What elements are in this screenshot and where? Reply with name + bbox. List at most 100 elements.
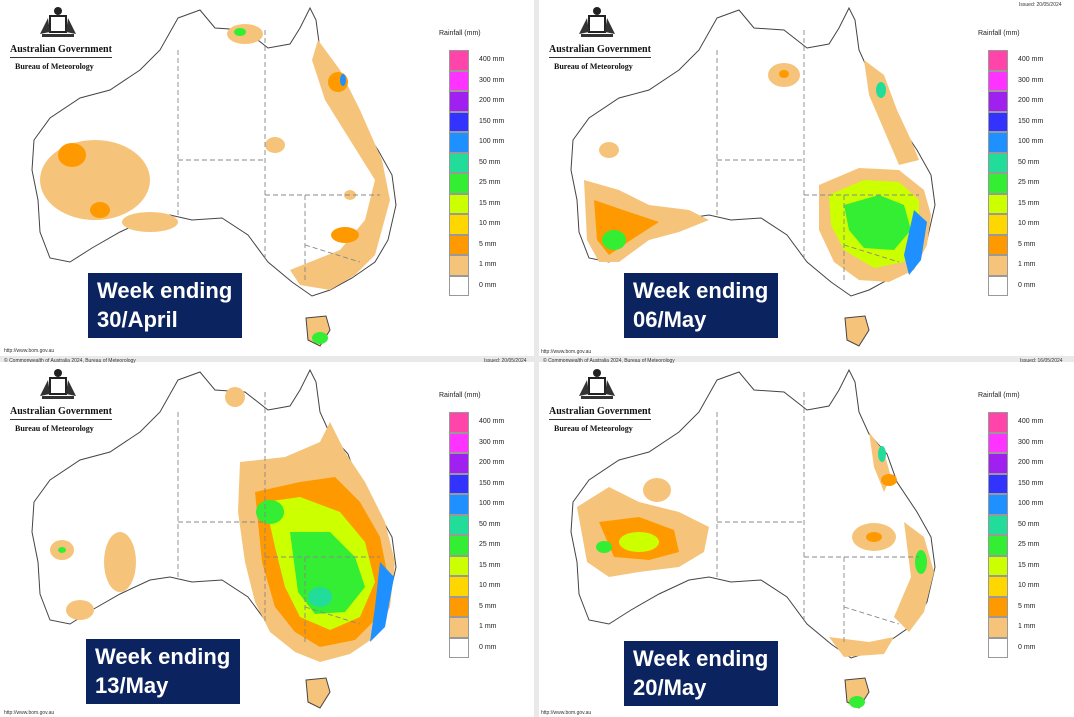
legend-label: 10 mm	[1018, 582, 1040, 589]
rainfall-legend: Rainfall (mm) 400 mm 300 mm 200 mm 150 mm 10…	[976, 30, 1071, 310]
legend-label: 150 mm	[1018, 117, 1044, 125]
coat-of-arms-icon	[579, 369, 615, 399]
legend-swatch	[988, 617, 1008, 638]
legend-label: 300 mm	[1018, 76, 1044, 84]
footer-issued: Issued: 20/05/2024	[484, 358, 527, 364]
week-label-date: 30/April	[97, 307, 178, 332]
coat-of-arms-icon	[579, 7, 615, 37]
legend-title: Rainfall (mm)	[439, 392, 481, 399]
legend-swatch	[988, 494, 1008, 515]
legend-label: 50 mm	[479, 158, 501, 166]
bom-logo: Australian Government Bureau of Meteorol…	[8, 368, 112, 434]
coat-of-arms-icon	[40, 7, 76, 37]
legend-swatch	[988, 234, 1008, 255]
legend-label: 25 mm	[479, 179, 501, 186]
legend-swatch	[449, 132, 469, 153]
legend-label: 200 mm	[479, 97, 505, 104]
legend-label: 25 mm	[1018, 541, 1040, 548]
legend-swatch	[988, 535, 1008, 556]
legend-label: 400 mm	[1018, 418, 1044, 425]
bom-logo: Australian Government Bureau of Meteorol…	[547, 368, 651, 434]
legend-swatch	[449, 214, 469, 235]
legend-swatch	[988, 193, 1008, 214]
coat-of-arms-icon	[40, 369, 76, 399]
footer-url: http://www.bom.gov.au	[4, 710, 55, 716]
legend-swatch	[988, 255, 1008, 276]
week-label-line1: Week ending	[95, 644, 231, 669]
legend-swatch	[449, 111, 469, 132]
legend-label: 1 mm	[479, 623, 497, 630]
bureau-label: Bureau of Meteorology	[554, 62, 633, 71]
legend-swatch	[988, 275, 1008, 296]
legend-title: Rainfall (mm)	[439, 30, 481, 37]
legend-label: 150 mm	[1018, 479, 1044, 487]
legend-swatch	[988, 132, 1008, 153]
week-label-line1: Week ending	[633, 646, 769, 671]
legend-label: 0 mm	[1018, 281, 1036, 289]
week-label-line1: Week ending	[633, 278, 769, 303]
footer-issued: Issued: 20/05/2024	[1019, 2, 1062, 8]
map-panel-week-3: Australian Government Bureau of Meteorol…	[0, 362, 534, 717]
legend-swatch	[449, 473, 469, 494]
rainfall-legend: Rainfall (mm) 400 mm 300 mm 200 mm 150 mm 10…	[437, 392, 532, 672]
legend-swatch	[988, 637, 1008, 658]
legend-label: 100 mm	[479, 500, 505, 507]
week-label-line1: Week ending	[97, 278, 233, 303]
legend-swatch	[988, 473, 1008, 494]
legend-swatch	[988, 111, 1008, 132]
map-panel-week-1: Australian Government Bureau of Meteorol…	[0, 0, 534, 356]
legend-label: 50 mm	[1018, 520, 1040, 528]
map-panel-week-4: Australian Government Bureau of Meteorol…	[539, 362, 1074, 717]
legend-swatch	[988, 432, 1008, 453]
legend-label: 100 mm	[479, 138, 505, 145]
legend-label: 5 mm	[479, 602, 497, 610]
week-label-date: 13/May	[95, 673, 169, 698]
legend-label: 200 mm	[1018, 97, 1044, 104]
legend-label: 5 mm	[1018, 240, 1036, 248]
legend-swatch	[988, 70, 1008, 91]
rainfall-map	[31, 7, 397, 347]
legend-label: 15 mm	[1018, 199, 1040, 207]
legend-label: 400 mm	[479, 418, 505, 425]
legend-swatch	[449, 576, 469, 597]
legend-swatch	[449, 535, 469, 556]
legend-label: 1 mm	[1018, 623, 1036, 630]
legend-label: 300 mm	[479, 76, 505, 84]
australian-government-label: Australian Government	[549, 406, 651, 420]
legend-swatch	[988, 576, 1008, 597]
rainfall-map	[570, 369, 936, 709]
legend-swatch	[449, 637, 469, 658]
legend-swatch	[449, 494, 469, 515]
legend-label: 15 mm	[479, 561, 501, 569]
map-panel-week-2: Australian Government Bureau of Meteorol…	[539, 0, 1074, 356]
legend-label: 5 mm	[479, 240, 497, 248]
footer-url: http://www.bom.gov.au	[4, 348, 55, 354]
legend-swatch	[449, 412, 469, 433]
legend-swatch	[449, 555, 469, 576]
legend-swatch	[449, 514, 469, 535]
australian-government-label: Australian Government	[549, 44, 651, 58]
legend-label: 100 mm	[1018, 138, 1044, 145]
bom-logo: Australian Government Bureau of Meteorol…	[8, 6, 112, 72]
legend-label: 0 mm	[479, 643, 497, 651]
bureau-label: Bureau of Meteorology	[15, 424, 94, 433]
bureau-label: Bureau of Meteorology	[554, 424, 633, 433]
legend-swatch	[449, 255, 469, 276]
legend-label: 150 mm	[479, 479, 505, 487]
legend-label: 5 mm	[1018, 602, 1036, 610]
legend-swatch	[449, 234, 469, 255]
legend-swatch	[988, 453, 1008, 474]
rainfall-legend: Rainfall (mm) 400 mm 300 mm 200 mm 150 mm 10…	[976, 392, 1071, 672]
legend-label: 400 mm	[479, 56, 505, 63]
legend-swatch	[449, 173, 469, 194]
week-label: Week ending 30/April	[88, 273, 243, 338]
legend-title: Rainfall (mm)	[978, 392, 1020, 399]
legend-swatch	[988, 152, 1008, 173]
legend-label: 25 mm	[1018, 179, 1040, 186]
legend-label: 15 mm	[479, 199, 501, 207]
legend-label: 15 mm	[1018, 561, 1040, 569]
bureau-label: Bureau of Meteorology	[15, 62, 94, 71]
legend-label: 400 mm	[1018, 56, 1044, 63]
rainfall-map	[570, 7, 936, 347]
legend-swatch	[988, 514, 1008, 535]
